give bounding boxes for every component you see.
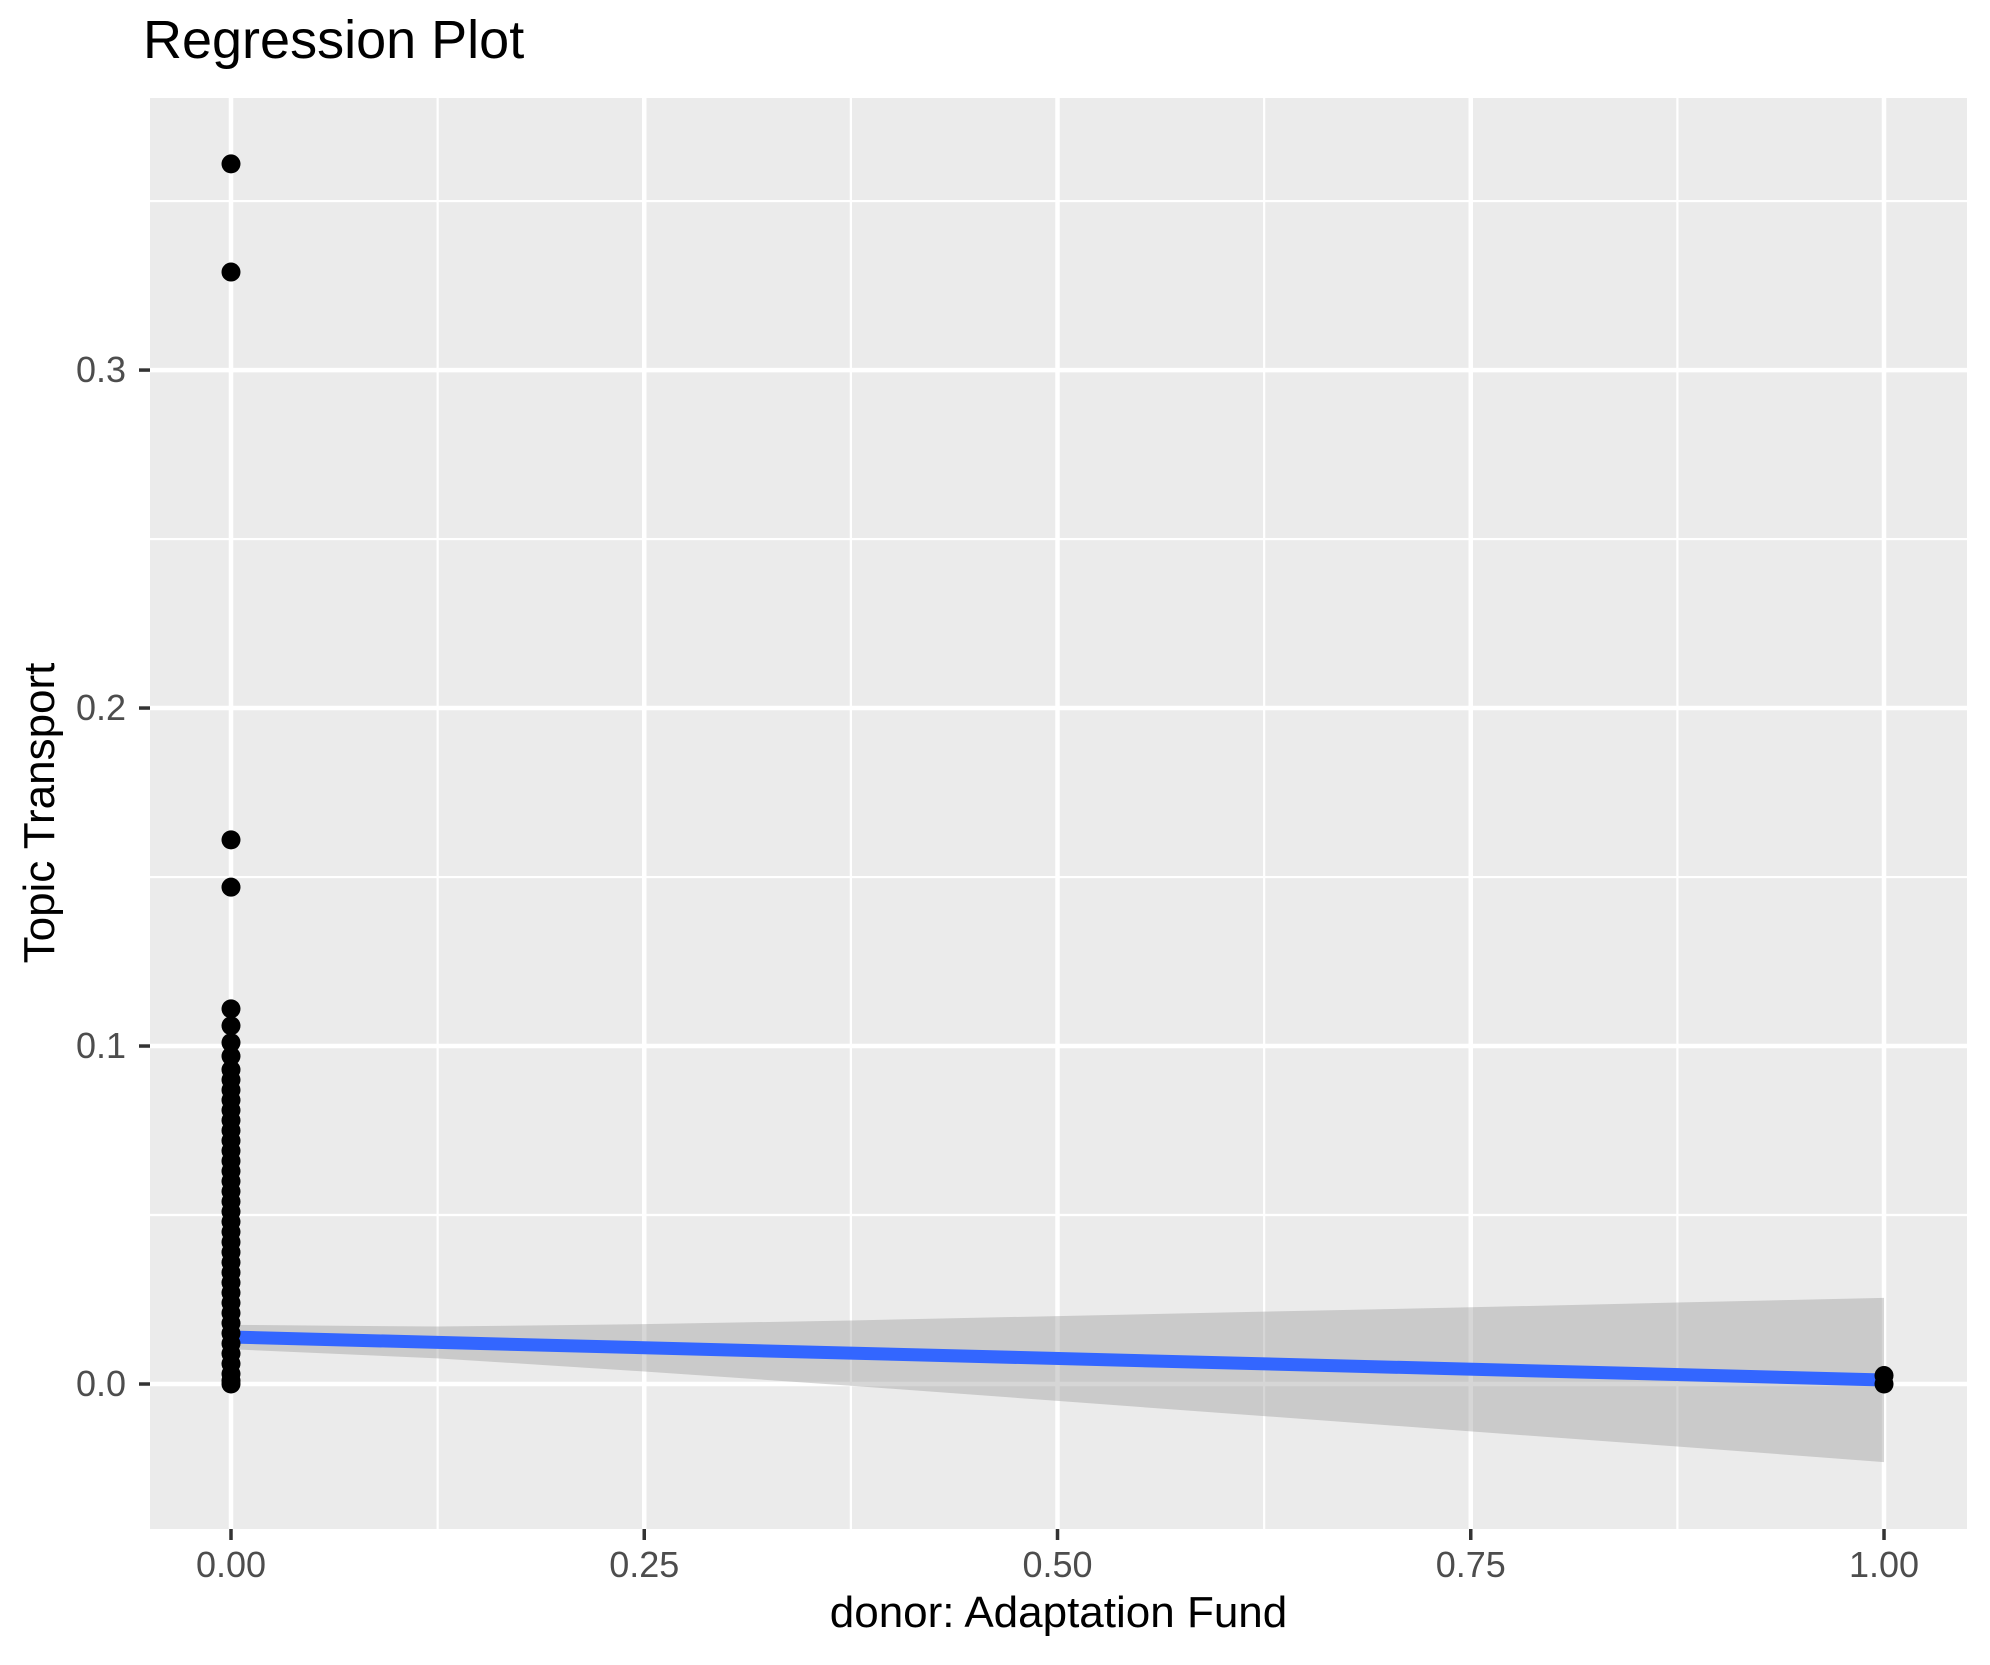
data-point bbox=[221, 1046, 241, 1066]
x-tick-label: 0.50 bbox=[1022, 1544, 1093, 1585]
y-tick-label: 0.2 bbox=[75, 687, 126, 729]
data-point bbox=[221, 1374, 241, 1394]
y-tick-label: 0.1 bbox=[75, 1025, 126, 1067]
data-point bbox=[221, 1033, 241, 1053]
plot-title: Regression Plot bbox=[143, 10, 525, 70]
data-point bbox=[221, 999, 241, 1019]
data-point bbox=[221, 877, 241, 897]
y-tick-label: 0.0 bbox=[75, 1363, 126, 1404]
data-point bbox=[221, 154, 241, 174]
x-tick-label: 1.00 bbox=[1848, 1544, 1920, 1585]
x-tick-label: 0.75 bbox=[1435, 1544, 1506, 1585]
data-point bbox=[221, 1016, 241, 1036]
confidence-ribbon bbox=[230, 1297, 1885, 1463]
data-point bbox=[221, 262, 241, 282]
x-axis-title: donor: Adaptation Fund bbox=[829, 1588, 1288, 1637]
data-point bbox=[1874, 1374, 1894, 1394]
regression-line bbox=[230, 1330, 1885, 1387]
x-tick-label: 0.25 bbox=[609, 1544, 680, 1585]
x-tick-label: 0.00 bbox=[195, 1544, 267, 1585]
data-point bbox=[221, 830, 241, 850]
y-tick-label: 0.3 bbox=[75, 349, 126, 391]
